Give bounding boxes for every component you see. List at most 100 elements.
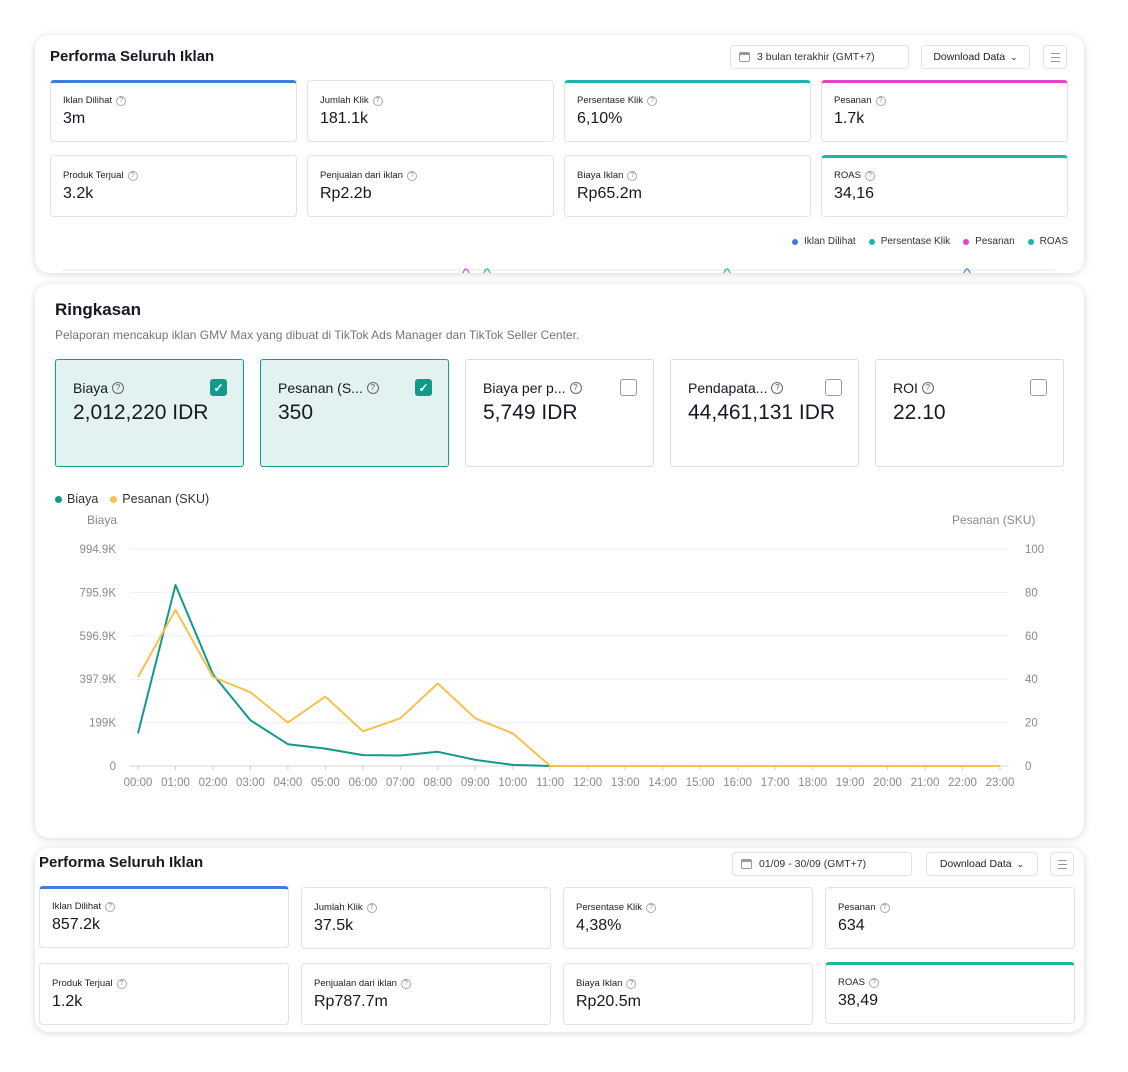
help-icon[interactable]: ? [105, 901, 116, 912]
metric-card-produk-terjual[interactable]: Produk Terjual? 1.2k [39, 963, 289, 1025]
help-icon[interactable]: ? [868, 977, 879, 988]
metric-value: Rp20.5m [576, 993, 641, 1010]
panel-title: Performa Seluruh Iklan [50, 48, 215, 65]
help-icon[interactable]: ? [864, 170, 875, 181]
help-icon[interactable]: ? [647, 95, 658, 106]
kpi-checkbox[interactable]: ✓ [415, 379, 432, 396]
help-icon[interactable]: ? [879, 902, 890, 913]
summary-subtitle: Pelaporan mencakup iklan GMV Max yang di… [55, 328, 580, 342]
help-icon[interactable]: ? [116, 978, 127, 989]
help-icon[interactable]: ? [112, 382, 125, 394]
kpi-card-pendapatan[interactable]: Pendapata...? 44,461,131 IDR [670, 359, 859, 467]
y2-tick-label: 40 [1025, 674, 1038, 686]
help-icon[interactable]: ? [626, 978, 637, 989]
metric-card-iklan-dilihat[interactable]: Iklan Dilihat? 3m [50, 80, 297, 142]
legend-item-pesanan[interactable]: Pesanan [963, 236, 1015, 247]
menu-button[interactable] [1050, 852, 1074, 876]
metric-card-biaya-iklan[interactable]: Biaya Iklan? Rp20.5m [563, 963, 813, 1025]
metric-label: Biaya Iklan [577, 170, 624, 181]
x-tick-label: 03:00 [236, 777, 265, 789]
help-icon[interactable]: ? [646, 902, 657, 913]
y2-tick-label: 20 [1025, 718, 1038, 730]
help-icon[interactable]: ? [366, 382, 379, 394]
metric-card-persentase-klik[interactable]: Persentase Klik? 6,10% [564, 80, 811, 142]
x-tick-label: 12:00 [573, 777, 602, 789]
metric-value: 1.7k [834, 110, 865, 127]
metric-card-roas[interactable]: ROAS? 34,16 [821, 155, 1068, 217]
legend-item-roas[interactable]: ROAS [1027, 236, 1068, 247]
x-tick-label: 04:00 [274, 777, 303, 789]
download-data-button[interactable]: Download Data ⌄ [921, 45, 1030, 69]
metric-label: ROAS [834, 170, 861, 181]
y2-tick-label: 80 [1025, 587, 1038, 599]
metric-card-produk-terjual[interactable]: Produk Terjual? 3.2k [50, 155, 297, 217]
kpi-checkbox[interactable] [620, 379, 637, 396]
help-icon[interactable]: ? [116, 95, 127, 106]
x-tick-label: 10:00 [498, 777, 527, 789]
download-data-button[interactable]: Download Data ⌄ [926, 852, 1038, 876]
help-icon[interactable]: ? [569, 382, 582, 394]
help-icon[interactable]: ? [366, 902, 377, 913]
help-icon[interactable]: ? [921, 382, 934, 394]
metric-card-penjualan-dari-iklan[interactable]: Penjualan dari iklan? Rp2.2b [307, 155, 554, 217]
x-tick-label: 05:00 [311, 777, 340, 789]
metric-label: Jumlah Klik [314, 902, 363, 913]
help-icon[interactable]: ? [372, 95, 383, 106]
date-range-picker[interactable]: 01/09 - 30/09 (GMT+7) [732, 852, 912, 876]
metric-card-pesanan[interactable]: Pesanan? 634 [825, 887, 1075, 949]
y2-tick-label: 100 [1025, 544, 1044, 556]
x-tick-label: 14:00 [648, 777, 677, 789]
metric-label: Iklan Dilihat [52, 901, 102, 912]
metric-value: Rp787.7m [314, 993, 388, 1010]
y-tick-label: 397.9K [80, 674, 117, 686]
x-tick-label: 16:00 [723, 777, 752, 789]
kpi-checkbox[interactable] [1030, 379, 1047, 396]
legend-item-pesanan-sku[interactable]: Pesanan (SKU) [110, 492, 209, 506]
metric-label: Pesanan [838, 902, 876, 913]
kpi-value: 2,012,220 IDR [73, 401, 209, 424]
help-icon[interactable]: ? [400, 978, 411, 989]
metric-card-persentase-klik[interactable]: Persentase Klik? 4,38% [563, 887, 813, 949]
x-tick-label: 17:00 [761, 777, 790, 789]
x-tick-label: 11:00 [536, 777, 564, 789]
metric-label: Iklan Dilihat [63, 95, 113, 106]
kpi-card-biaya[interactable]: Biaya? 2,012,220 IDR ✓ [55, 359, 244, 467]
kpi-card-roi[interactable]: ROI? 22.10 [875, 359, 1064, 467]
menu-icon [1057, 859, 1067, 861]
x-tick-label: 13:00 [611, 777, 640, 789]
kpi-checkbox[interactable] [825, 379, 842, 396]
help-icon[interactable]: ? [875, 95, 886, 106]
chart-legend: Iklan Dilihat Persentase Klik Pesanan RO… [779, 236, 1068, 247]
legend-item-iklan-dilihat[interactable]: Iklan Dilihat [791, 236, 856, 247]
help-icon[interactable]: ? [406, 170, 417, 181]
metric-value: 3.2k [63, 185, 94, 202]
metric-value: 181.1k [320, 110, 369, 127]
y-tick-label: 795.9K [80, 587, 117, 599]
metric-card-jumlah-klik[interactable]: Jumlah Klik? 37.5k [301, 887, 551, 949]
legend-item-persentase-klik[interactable]: Persentase Klik [868, 236, 950, 247]
summary-title: Ringkasan [55, 300, 141, 319]
date-range-label: 01/09 - 30/09 (GMT+7) [759, 858, 867, 870]
metric-label: Jumlah Klik [320, 95, 369, 106]
kpi-card-biaya-per-pesanan[interactable]: Biaya per p...? 5,749 IDR [465, 359, 654, 467]
metric-card-jumlah-klik[interactable]: Jumlah Klik? 181.1k [307, 80, 554, 142]
x-tick-label: 08:00 [423, 777, 452, 789]
menu-button[interactable] [1043, 45, 1067, 69]
performance-panel-bottom: Performa Seluruh Iklan 01/09 - 30/09 (GM… [35, 848, 1084, 1032]
metric-card-iklan-dilihat[interactable]: Iklan Dilihat? 857.2k [39, 886, 289, 948]
metric-card-biaya-iklan[interactable]: Biaya Iklan? Rp65.2m [564, 155, 811, 217]
kpi-card-pesanan[interactable]: Pesanan (S...? 350 ✓ [260, 359, 449, 467]
help-icon[interactable]: ? [771, 382, 784, 394]
kpi-checkbox[interactable]: ✓ [210, 379, 227, 396]
date-range-picker[interactable]: 3 bulan terakhir (GMT+7) [730, 45, 909, 69]
metric-card-pesanan[interactable]: Pesanan? 1.7k [821, 80, 1068, 142]
series-line-pesanan-sku [137, 608, 1000, 767]
help-icon[interactable]: ? [127, 170, 138, 181]
metric-label: Persentase Klik [577, 95, 644, 106]
x-tick-label: 21:00 [911, 777, 940, 789]
kpi-value: 350 [278, 401, 314, 424]
legend-item-biaya[interactable]: Biaya [55, 492, 98, 506]
help-icon[interactable]: ? [627, 170, 638, 181]
metric-card-roas[interactable]: ROAS? 38,49 [825, 962, 1075, 1024]
metric-card-penjualan-dari-iklan[interactable]: Penjualan dari iklan? Rp787.7m [301, 963, 551, 1025]
